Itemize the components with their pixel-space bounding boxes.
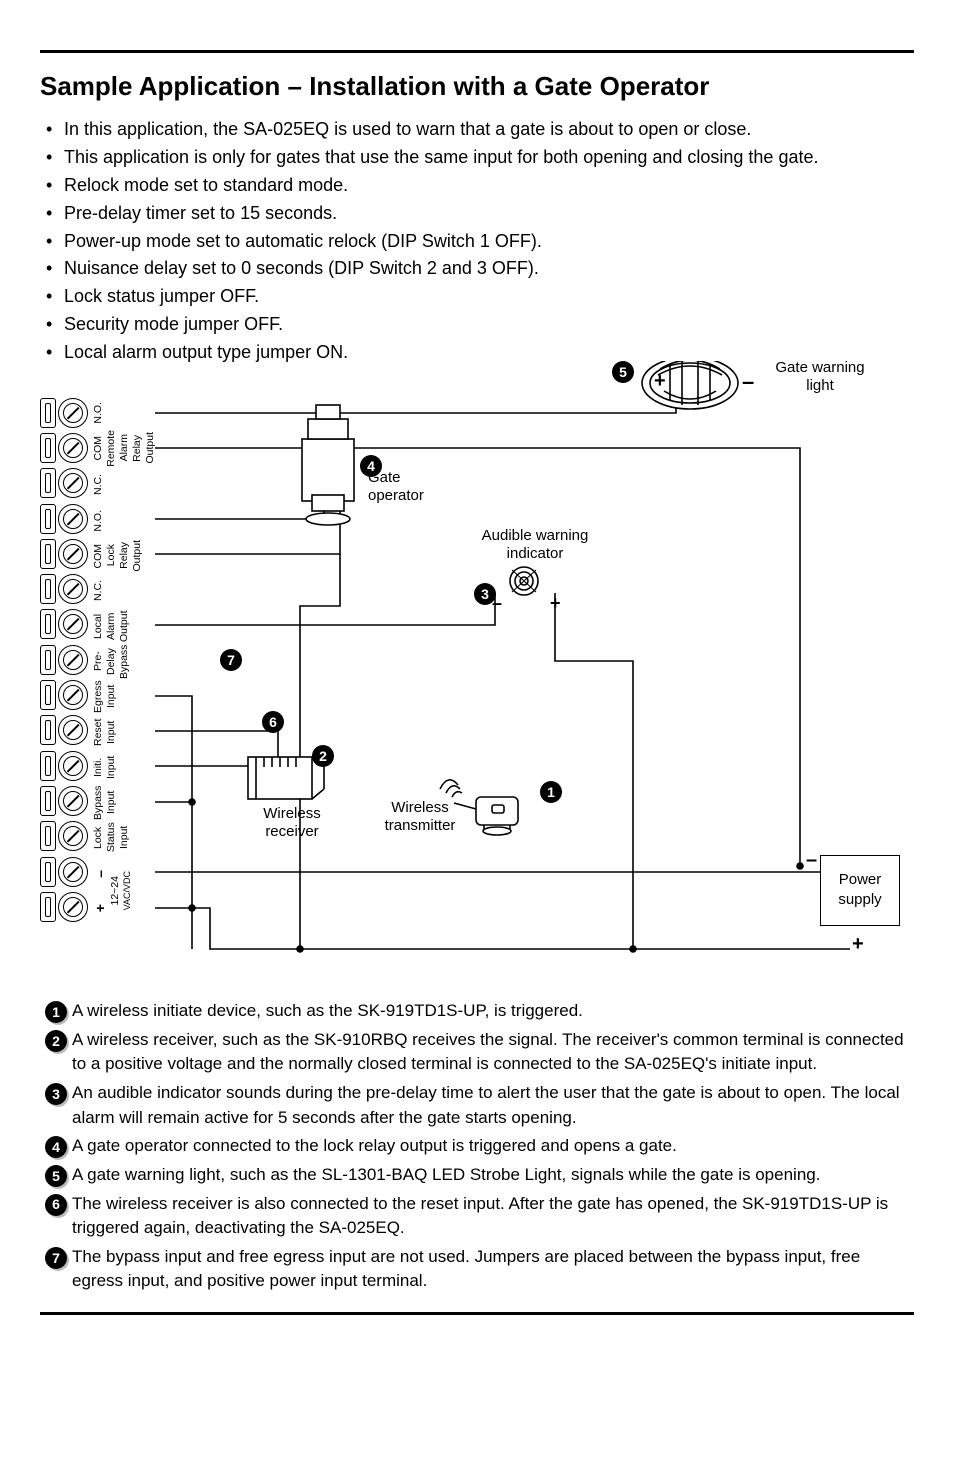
callout-5: 5: [612, 361, 634, 383]
label-text: Gate operator: [368, 469, 424, 504]
legend-text: An audible indicator sounds during the p…: [72, 1081, 914, 1130]
setting-item: This application is only for gates that …: [46, 144, 914, 172]
callout-1: 1: [540, 781, 562, 803]
legend-num-1: 1: [45, 1001, 67, 1023]
label-text: Gate warning light: [775, 359, 864, 394]
legend-num-2: 2: [45, 1030, 67, 1052]
setting-item: Pre-delay timer set to 15 seconds.: [46, 200, 914, 228]
callout-3: 3: [474, 583, 496, 605]
gate-operator-label: Gate operator: [368, 469, 448, 505]
label-text: Power supply: [838, 871, 881, 908]
svg-text:–: –: [742, 369, 754, 394]
setting-item: In this application, the SA-025EQ is use…: [46, 116, 914, 144]
wireless-transmitter-label: Wireless transmitter: [370, 799, 470, 835]
label-text: Audible warning indicator: [482, 527, 589, 562]
top-rule: [40, 50, 914, 53]
setting-item: Relock mode set to standard mode.: [46, 172, 914, 200]
legend-text: A wireless receiver, such as the SK-910R…: [72, 1028, 914, 1077]
svg-text:+: +: [654, 370, 666, 392]
setting-item: Nuisance delay set to 0 seconds (DIP Swi…: [46, 255, 914, 283]
legend-text: A gate warning light, such as the SL-130…: [72, 1163, 914, 1188]
label-text: Wireless receiver: [263, 805, 321, 840]
svg-text:+: +: [550, 593, 561, 613]
plus-sign: +: [852, 933, 864, 956]
callout-7: 7: [220, 649, 242, 671]
legend-list: 1 A wireless initiate device, such as th…: [40, 999, 914, 1294]
setting-item: Power-up mode set to automatic relock (D…: [46, 228, 914, 256]
callout-2: 2: [312, 745, 334, 767]
gate-warning-label: Gate warning light: [760, 359, 880, 395]
wireless-receiver-label: Wireless receiver: [252, 805, 332, 841]
legend-num-6: 6: [45, 1194, 67, 1216]
legend-num-7: 7: [45, 1247, 67, 1269]
legend-num-4: 4: [45, 1136, 67, 1158]
power-supply-box: Power supply: [820, 855, 900, 926]
legend-text: A gate operator connected to the lock re…: [72, 1134, 914, 1159]
wiring-svg: + – – +: [40, 361, 910, 981]
callout-6: 6: [262, 711, 284, 733]
legend-text: The wireless receiver is also connected …: [72, 1192, 914, 1241]
label-text: Wireless transmitter: [385, 799, 456, 834]
legend-num-5: 5: [45, 1165, 67, 1187]
bottom-rule: [40, 1312, 914, 1315]
legend-num-3: 3: [45, 1083, 67, 1105]
audible-label: Audible warning indicator: [460, 527, 610, 563]
legend-text: The bypass input and free egress input a…: [72, 1245, 914, 1294]
minus-sign: –: [806, 849, 817, 872]
setting-item: Security mode jumper OFF.: [46, 311, 914, 339]
wiring-diagram: N.O. COM N.C. Remote Alarm Relay Output …: [40, 361, 910, 981]
settings-list: In this application, the SA-025EQ is use…: [46, 116, 914, 367]
page-title: Sample Application – Installation with a…: [40, 71, 914, 102]
setting-item: Lock status jumper OFF.: [46, 283, 914, 311]
legend-text: A wireless initiate device, such as the …: [72, 999, 914, 1024]
